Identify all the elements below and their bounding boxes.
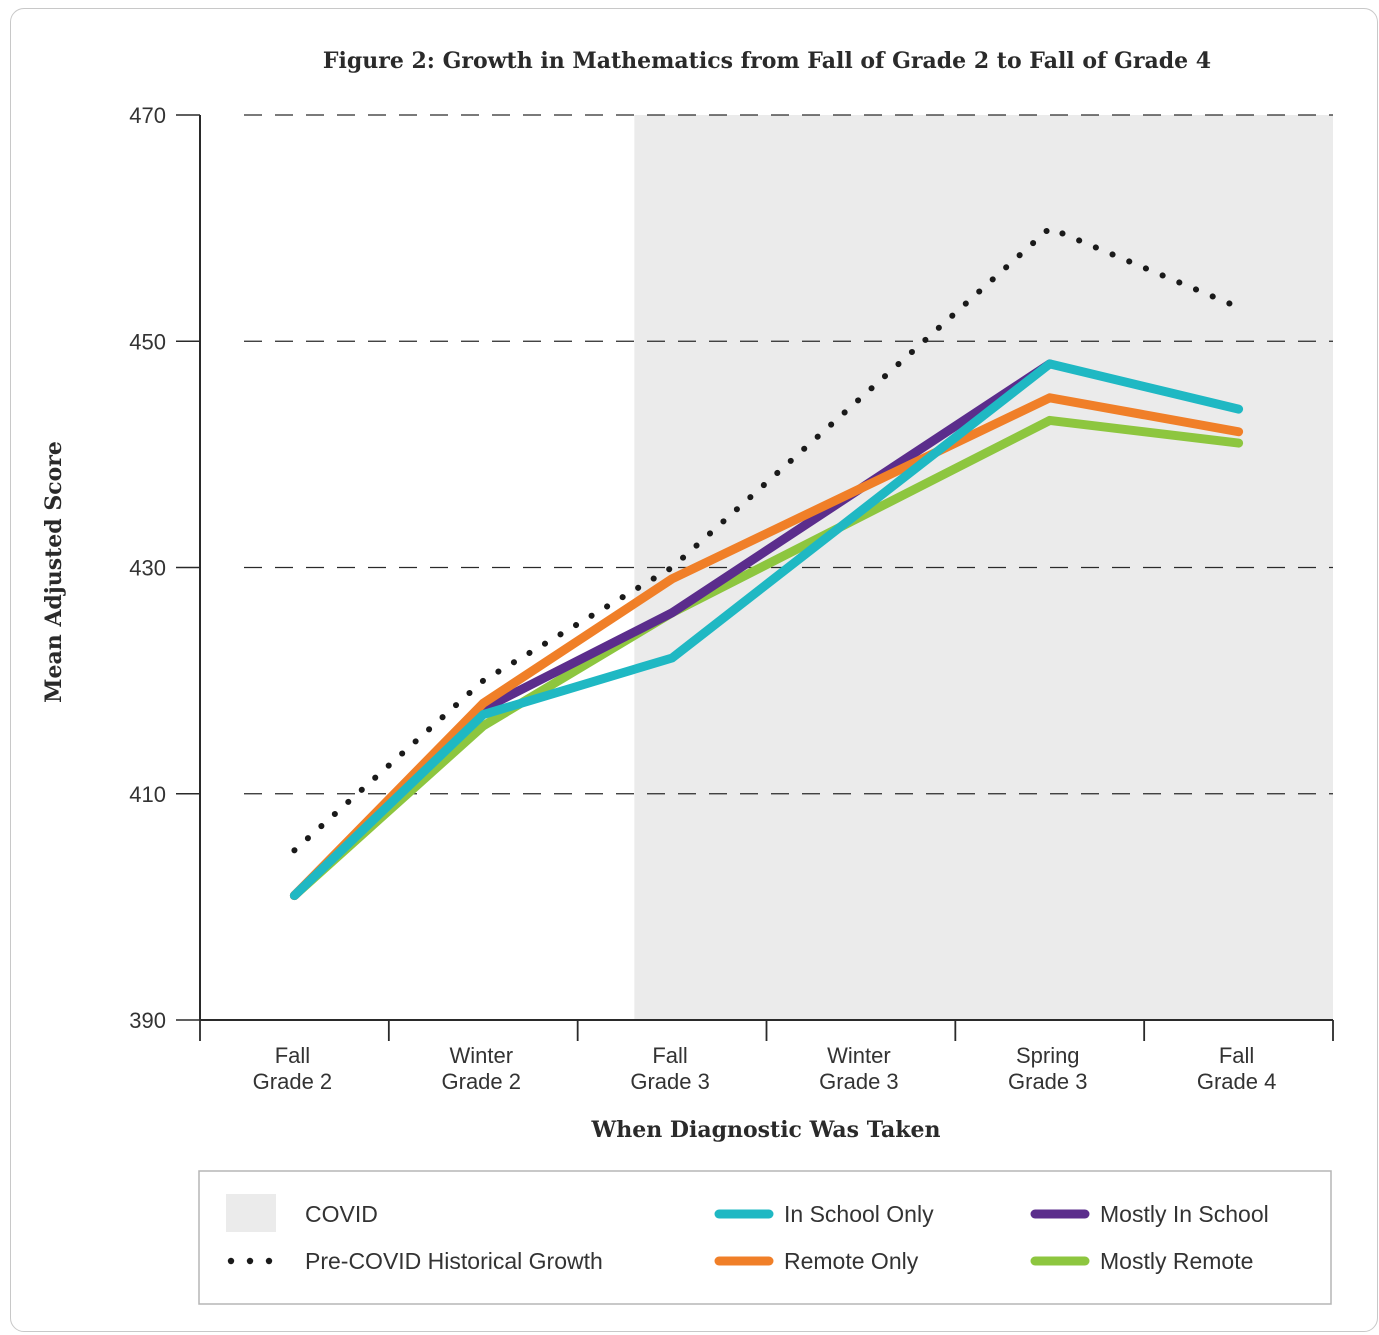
legend-label-pre-covid-historical-growth: Pre-COVID Historical Growth — [305, 1248, 603, 1274]
legend-dot — [227, 1257, 235, 1265]
legend-label-remote-only: Remote Only — [784, 1248, 919, 1274]
legend-label-mostly-remote: Mostly Remote — [1100, 1248, 1253, 1274]
series-lines — [289, 224, 1244, 901]
x-tick-label: Fall Grade 4 — [1197, 1043, 1277, 1094]
x-tick-label: Winter Grade 2 — [442, 1043, 522, 1094]
legend-dot — [265, 1257, 273, 1265]
axes: Fall Grade 2 Winter Grade 2 Fall Grade 3 Winte… — [199, 115, 1334, 1094]
series-line-pre-covid-historical-growth — [291, 224, 1242, 854]
y-tick-label: 390 — [129, 1008, 166, 1033]
legend: COVID Pre-COVID Historical Growth In Schoo… — [198, 1170, 1332, 1305]
y-axis-label: Mean Adjusted Score — [41, 441, 67, 703]
y-tick-label: 410 — [129, 782, 166, 807]
x-tick-label: Fall Grade 3 — [630, 1043, 710, 1094]
legend-label-in-school-only: In School Only — [784, 1201, 934, 1227]
y-tick-label: 430 — [129, 556, 166, 581]
series-line-in-school-only — [289, 359, 1244, 901]
legend-label-covid: COVID — [305, 1201, 378, 1227]
x-tick-label: Winter Grade 3 — [819, 1043, 899, 1094]
legend-swatch-covid — [226, 1194, 276, 1232]
y-tick-label: 470 — [129, 103, 166, 128]
legend-box — [198, 1170, 1332, 1305]
y-tick-label: 450 — [129, 329, 166, 354]
grid-lines: 470 450 430 410 390 — [129, 103, 1333, 1033]
legend-dot — [246, 1257, 254, 1265]
chart-title: Figure 2: Growth in Mathematics from Fal… — [323, 48, 1211, 74]
series-line-remote-only — [289, 393, 1244, 901]
x-tick-label: Fall Grade 2 — [253, 1043, 333, 1094]
x-tick-label: Spring Grade 3 — [1008, 1043, 1088, 1094]
legend-label-mostly-in-school: Mostly In School — [1100, 1201, 1269, 1227]
x-axis-label: When Diagnostic Was Taken — [591, 1117, 941, 1143]
